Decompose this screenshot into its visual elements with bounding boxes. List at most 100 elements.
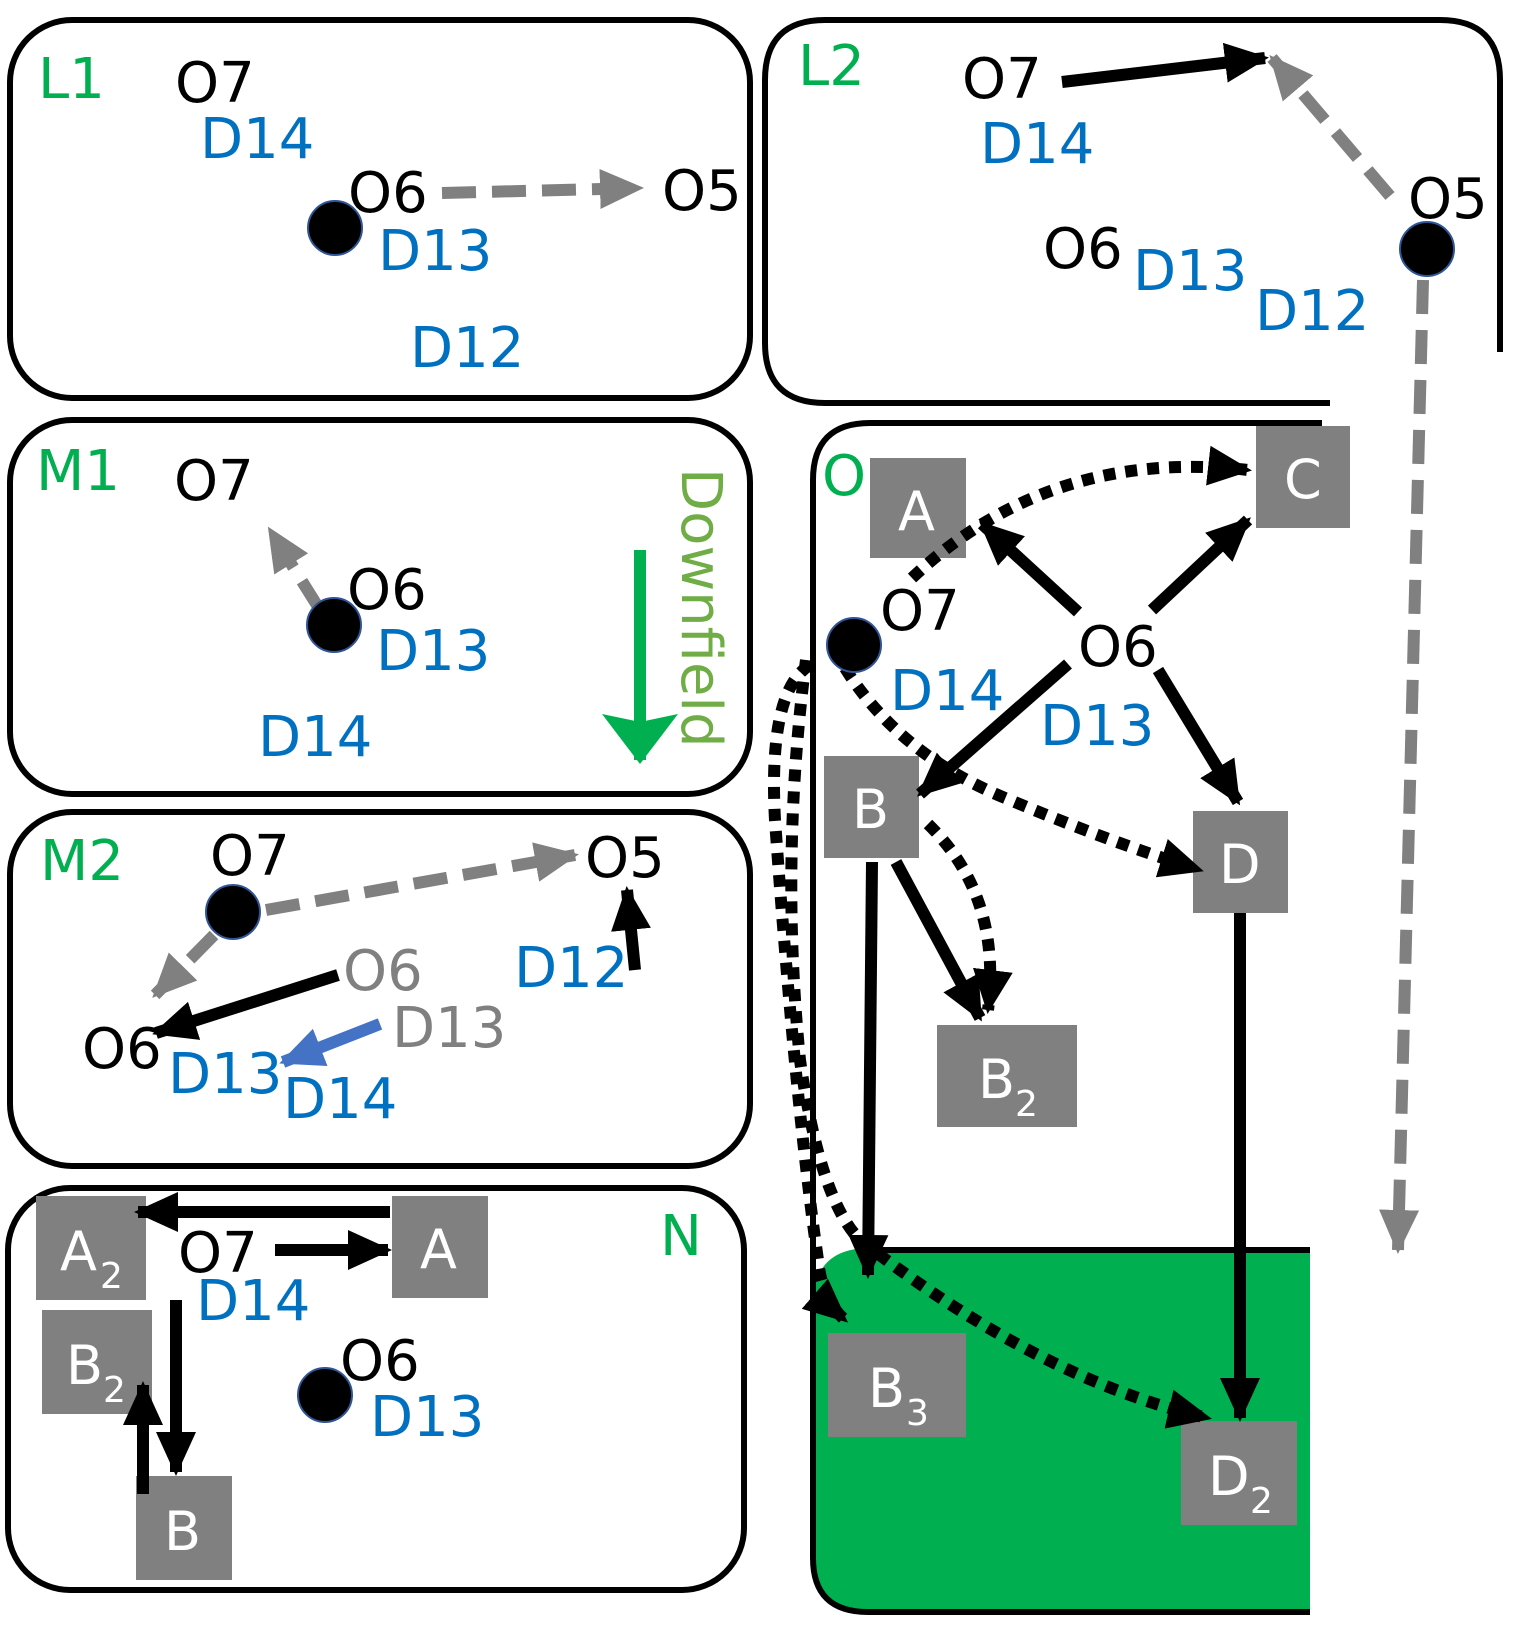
svg-text:B: B <box>868 1357 905 1420</box>
player-d13: D13 <box>378 219 492 284</box>
route-b-to-b3 <box>848 861 889 1279</box>
box-b: B <box>824 756 919 858</box>
svg-text:2: 2 <box>103 1370 126 1411</box>
box-b3: B 3 <box>828 1333 966 1437</box>
svg-text:2: 2 <box>1015 1084 1038 1125</box>
svg-text:D: D <box>1208 1445 1250 1508</box>
player-d14: D14 <box>258 705 372 770</box>
player-o5: O5 <box>585 826 665 891</box>
player-o7: O7 <box>175 51 255 116</box>
route-o6-move <box>152 969 340 1040</box>
svg-text:A: A <box>898 480 935 543</box>
ball-marker <box>306 597 362 653</box>
player-o7: O7 <box>178 1221 258 1286</box>
player-d14: D14 <box>283 1067 397 1132</box>
route-o6-to-d <box>1152 666 1244 806</box>
player-o6: O6 <box>347 558 427 623</box>
box-b: B <box>136 1476 232 1580</box>
player-d14: D14 <box>890 659 1004 724</box>
svg-text:A: A <box>60 1220 97 1283</box>
player-o6-previous: O6 <box>343 939 423 1004</box>
panel-l1-border <box>7 17 753 401</box>
svg-text:A: A <box>420 1218 457 1281</box>
player-d14: D14 <box>196 1269 310 1334</box>
svg-text:B: B <box>852 778 889 841</box>
player-o6: O6 <box>340 1329 420 1394</box>
player-d13: D13 <box>1040 694 1154 759</box>
route-o6-to-b <box>916 659 1072 799</box>
panel-m1: M1 O7 O6 D13 D14 Downfield <box>7 417 753 797</box>
panel-l1-label: L1 <box>38 47 105 112</box>
player-o6: O6 <box>1043 217 1123 282</box>
route-o5-back <box>1267 54 1395 200</box>
panel-m2: M2 O7 O5 D12 O6 D13 O6 D13 D14 <box>7 809 753 1169</box>
route-b-to-b2-dotted <box>923 819 1013 1014</box>
panel-o-label: O <box>822 444 866 509</box>
player-o6: O6 <box>1078 615 1158 680</box>
route-o5-deep <box>1379 279 1429 1254</box>
route-d13-move <box>279 1018 383 1068</box>
svg-text:B: B <box>978 1048 1015 1111</box>
player-d12: D12 <box>514 936 628 1001</box>
svg-text:B: B <box>164 1500 201 1563</box>
panel-m1-border <box>7 417 753 797</box>
panel-n-border <box>5 1185 747 1593</box>
player-o7: O7 <box>210 824 290 889</box>
panel-l1: L1 O7 D14 O6 O5 D13 D12 <box>7 17 753 401</box>
route-d12-arrow <box>611 886 651 971</box>
panel-o: O A C B D B 2 B 3 D 2 <box>768 420 1350 1615</box>
ball-marker <box>205 884 261 940</box>
route-o6-to-o5 <box>441 169 644 210</box>
box-d: D <box>1193 811 1288 913</box>
player-o5: O5 <box>662 159 742 224</box>
box-b2: B 2 <box>937 1025 1077 1127</box>
svg-text:D: D <box>1219 833 1261 896</box>
route-o7-to-d-dotted <box>839 664 1204 878</box>
panel-n-label: N <box>660 1204 702 1269</box>
player-o5: O5 <box>1408 167 1488 232</box>
ball-marker <box>1399 221 1455 277</box>
route-o7-to-o5 <box>264 842 579 916</box>
route-o6-to-c <box>1147 515 1253 615</box>
panel-m2-label: M2 <box>40 829 124 894</box>
route-o7-arrow <box>1061 42 1269 88</box>
box-c: C <box>1256 426 1350 528</box>
box-a2: A 2 <box>36 1196 146 1300</box>
player-d13: D13 <box>370 1385 484 1450</box>
route-b-to-b2 <box>890 859 986 1022</box>
svg-text:C: C <box>1284 448 1322 511</box>
player-d14: D14 <box>200 107 314 172</box>
svg-text:B: B <box>66 1334 103 1397</box>
player-d13: D13 <box>1133 239 1247 304</box>
player-d13: D13 <box>168 1042 282 1107</box>
panel-l2-label: L2 <box>798 34 865 99</box>
svg-text:2: 2 <box>1250 1481 1273 1522</box>
player-d14: D14 <box>980 112 1094 177</box>
panel-n: N A 2 A B 2 B O7 D14 O6 D13 <box>5 1185 747 1593</box>
box-b2: B 2 <box>42 1310 152 1414</box>
box-d2: D 2 <box>1181 1421 1297 1525</box>
ball-marker <box>297 1367 353 1423</box>
player-o6: O6 <box>348 161 428 226</box>
panel-m1-label: M1 <box>36 439 120 504</box>
player-o7: O7 <box>880 579 960 644</box>
route-o6-to-a <box>977 519 1083 617</box>
player-d13-previous: D13 <box>392 996 506 1061</box>
panel-l2-border <box>762 17 1503 406</box>
player-d12: D12 <box>410 316 524 381</box>
route-o7-to-d2-dotted <box>785 659 1212 1429</box>
route-o6-to-o7 <box>264 526 326 614</box>
player-o7: O7 <box>962 47 1042 112</box>
svg-text:3: 3 <box>906 1393 929 1434</box>
route-o7-to-c-dotted <box>907 445 1252 583</box>
player-d12: D12 <box>1255 279 1369 344</box>
ball-marker <box>826 617 882 673</box>
box-a: A <box>392 1196 488 1298</box>
downfield-label: Downfield <box>668 468 733 748</box>
player-o7: O7 <box>174 449 254 514</box>
svg-text:2: 2 <box>100 1256 123 1297</box>
panel-o-border <box>810 420 1322 1615</box>
route-o7-to-o6 <box>150 930 219 1000</box>
panel-m2-border <box>7 809 753 1169</box>
